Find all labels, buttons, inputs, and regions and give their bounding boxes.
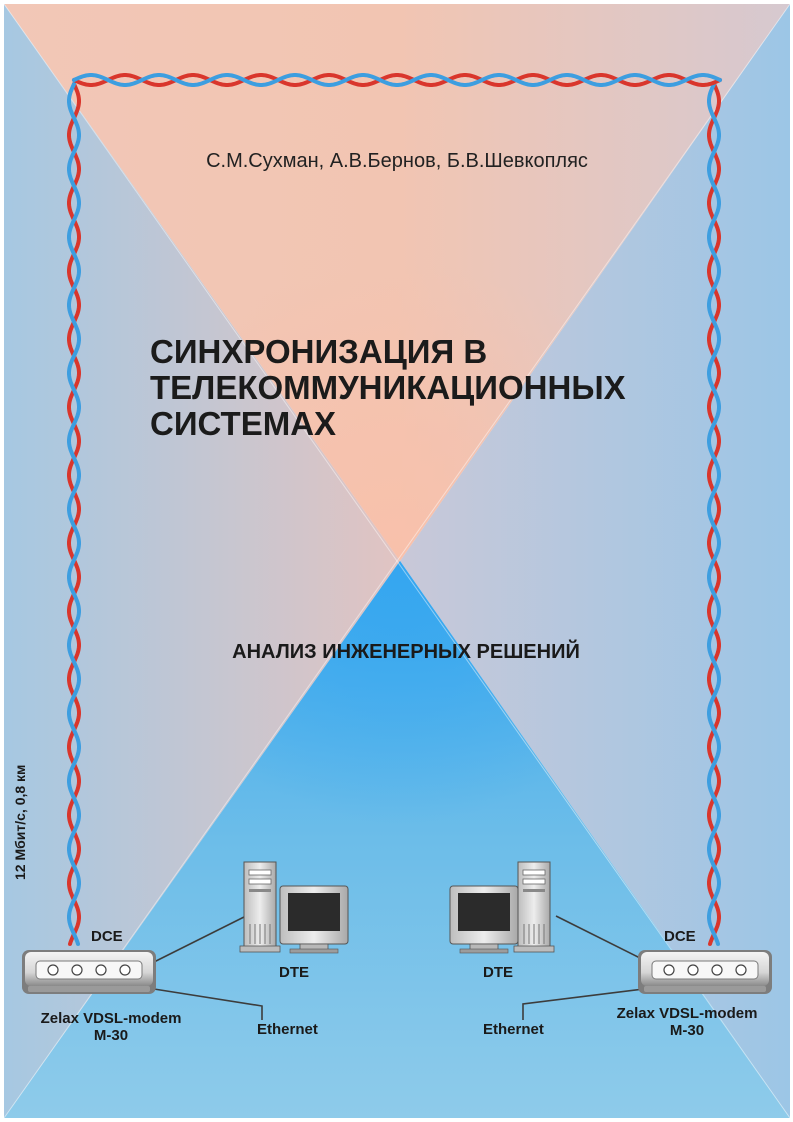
line-speed-label: 12 Мбит/с, 0,8 км [12, 764, 28, 880]
left-ethernet-cable [153, 988, 263, 1020]
left-modem-model: M-30 [93, 1027, 129, 1044]
left-dte-cable [153, 915, 247, 963]
twisted-pair-cable [67, 73, 722, 946]
subtitle: АНАЛИЗ ИНЖЕНЕРНЫХ РЕШЕНИЙ [232, 641, 580, 663]
wire-right-blue [707, 82, 721, 946]
right-computer-icon [449, 861, 555, 954]
left-dte-label: DTE [279, 964, 309, 981]
wire-left-red [67, 82, 81, 946]
right-modem-name: Zelax VDSL-modem [616, 1005, 758, 1022]
right-modem-label: Zelax VDSL-modem M-30 [594, 1005, 780, 1039]
right-ethernet-label: Ethernet [483, 1021, 544, 1038]
wire-right-red [707, 82, 721, 946]
right-ethernet-cable [522, 988, 645, 1020]
authors: С.М.Сухман, А.В.Бернов, Б.В.Шевкопляс [206, 150, 588, 172]
left-modem-name: Zelax VDSL-modem [40, 1010, 182, 1027]
wire-top-blue [72, 73, 722, 87]
title-line-2: ТЕЛЕКОММУНИКАЦИОННЫХ [150, 369, 626, 406]
left-modem-icon [22, 950, 156, 994]
book-title: СИНХРОНИЗАЦИЯ В ТЕЛЕКОММУНИКАЦИОННЫХ СИС… [150, 334, 626, 442]
wire-top-red [72, 73, 722, 87]
title-line-1: СИНХРОНИЗАЦИЯ В [150, 333, 488, 370]
left-computer-icon [239, 861, 349, 954]
cover-illustration [4, 4, 790, 1118]
left-modem-label: Zelax VDSL-modem M-30 [18, 1010, 204, 1044]
wire-left-blue [67, 82, 81, 946]
left-dce-label: DCE [91, 928, 123, 945]
right-dte-cable [555, 915, 645, 961]
right-modem-icon [638, 950, 772, 994]
book-cover: С.М.Сухман, А.В.Бернов, Б.В.Шевкопляс СИ… [4, 4, 790, 1118]
left-ethernet-label: Ethernet [257, 1021, 318, 1038]
right-dte-label: DTE [483, 964, 513, 981]
right-modem-model: M-30 [669, 1022, 705, 1039]
right-dce-label: DCE [664, 928, 696, 945]
title-line-3: СИСТЕМАХ [150, 405, 337, 442]
